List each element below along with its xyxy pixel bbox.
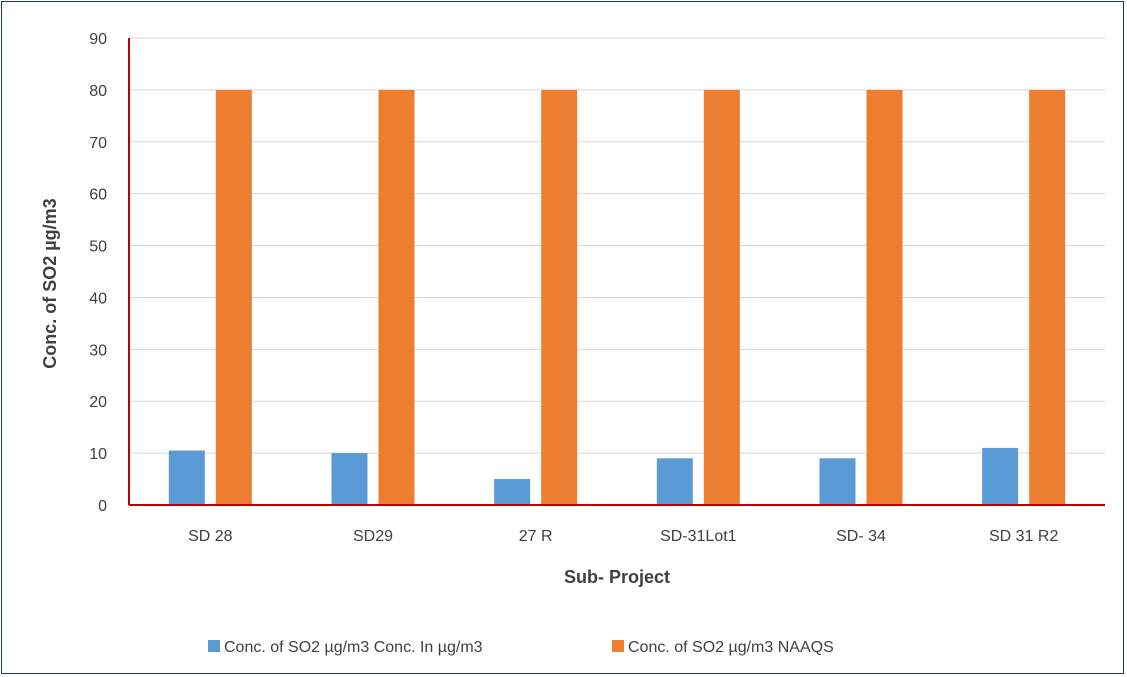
legend-label: Conc. of SO2 µg/m3 NAAQS <box>628 639 834 656</box>
legend-label: Conc. of SO2 µg/m3 Conc. In µg/m3 <box>224 639 483 656</box>
y-tick-label: 70 <box>89 135 107 152</box>
x-tick-label: SD29 <box>353 528 393 545</box>
bar-naaqs <box>215 89 252 505</box>
bar-measured <box>819 458 856 505</box>
x-tick-label: SD-31Lot1 <box>660 528 737 545</box>
x-tick-label: SD 28 <box>188 528 233 545</box>
bar-measured <box>656 458 693 505</box>
x-axis-title: Sub- Project <box>564 567 670 587</box>
y-tick-label: 50 <box>89 239 107 256</box>
axes <box>128 38 1105 506</box>
x-tick-labels: SD 28 SD29 27 R SD-31Lot1 SD- 34 SD 31 R2 <box>188 528 1058 545</box>
y-tick-labels: 0 10 20 30 40 50 60 70 80 90 <box>89 31 107 515</box>
bar-measured <box>982 447 1019 505</box>
bars <box>168 89 1066 505</box>
bar-measured <box>494 479 531 505</box>
y-tick-label: 90 <box>89 31 107 48</box>
legend: Conc. of SO2 µg/m3 Conc. In µg/m3 Conc. o… <box>208 639 834 656</box>
bar-measured <box>168 450 205 505</box>
y-tick-label: 0 <box>98 498 107 515</box>
y-tick-label: 30 <box>89 342 107 359</box>
y-tick-label: 10 <box>89 446 107 463</box>
y-tick-label: 20 <box>89 394 107 411</box>
bar-naaqs <box>378 89 415 505</box>
bar-naaqs <box>703 89 740 505</box>
bar-naaqs <box>1029 89 1066 505</box>
y-tick-label: 40 <box>89 290 107 307</box>
y-axis-title: Conc. of SO2 µg/m3 <box>40 198 60 368</box>
bar-measured <box>331 453 368 505</box>
y-tick-label: 60 <box>89 187 107 204</box>
x-tick-label: 27 R <box>519 528 553 545</box>
bar-naaqs <box>541 89 578 505</box>
legend-swatch <box>612 640 624 652</box>
bar-naaqs <box>866 89 903 505</box>
x-tick-label: SD 31 R2 <box>989 528 1058 545</box>
y-tick-label: 80 <box>89 83 107 100</box>
x-tick-label: SD- 34 <box>836 528 886 545</box>
legend-swatch <box>208 640 220 652</box>
gridlines <box>129 37 1105 454</box>
